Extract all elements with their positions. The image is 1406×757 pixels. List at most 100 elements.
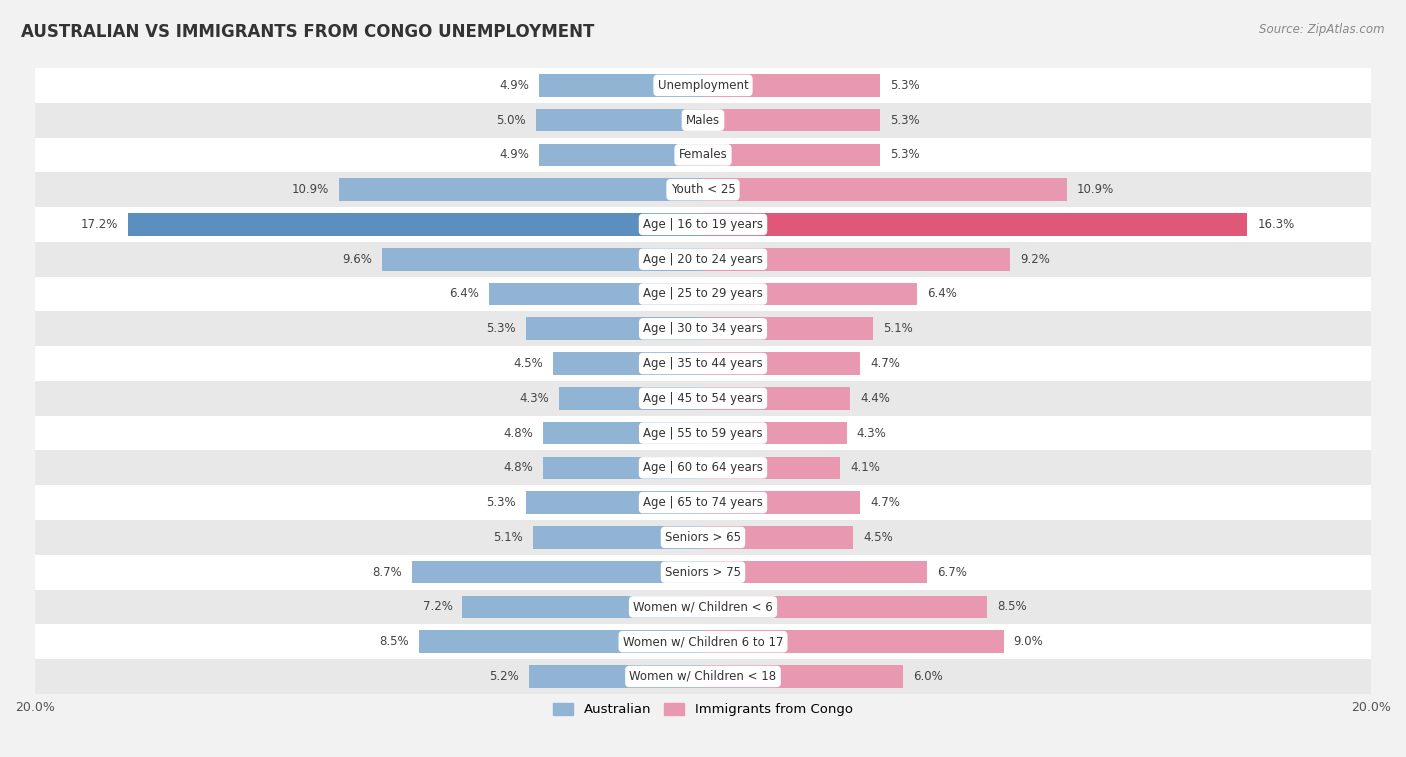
Text: 6.4%: 6.4% xyxy=(450,288,479,301)
Text: 4.5%: 4.5% xyxy=(513,357,543,370)
Legend: Australian, Immigrants from Congo: Australian, Immigrants from Congo xyxy=(548,698,858,721)
Text: 9.2%: 9.2% xyxy=(1021,253,1050,266)
Bar xyxy=(703,144,880,167)
Bar xyxy=(703,74,880,97)
Bar xyxy=(703,109,880,132)
Bar xyxy=(35,416,1371,450)
Bar xyxy=(35,520,1371,555)
Text: 6.7%: 6.7% xyxy=(936,565,967,578)
Bar xyxy=(536,109,703,132)
Bar xyxy=(35,311,1371,346)
Bar xyxy=(703,665,904,688)
Bar xyxy=(703,179,1067,201)
Text: Age | 60 to 64 years: Age | 60 to 64 years xyxy=(643,461,763,475)
Text: 5.3%: 5.3% xyxy=(890,79,920,92)
Bar xyxy=(382,248,703,270)
Bar xyxy=(35,173,1371,207)
Bar xyxy=(703,422,846,444)
Bar xyxy=(35,485,1371,520)
Text: Age | 16 to 19 years: Age | 16 to 19 years xyxy=(643,218,763,231)
Bar xyxy=(703,352,860,375)
Text: Age | 35 to 44 years: Age | 35 to 44 years xyxy=(643,357,763,370)
Text: Unemployment: Unemployment xyxy=(658,79,748,92)
Text: 4.7%: 4.7% xyxy=(870,496,900,509)
Bar xyxy=(35,555,1371,590)
Bar xyxy=(419,631,703,653)
Bar xyxy=(560,387,703,410)
Text: 5.3%: 5.3% xyxy=(890,148,920,161)
Bar xyxy=(703,456,839,479)
Text: 4.7%: 4.7% xyxy=(870,357,900,370)
Bar xyxy=(35,138,1371,173)
Text: Source: ZipAtlas.com: Source: ZipAtlas.com xyxy=(1260,23,1385,36)
Text: 10.9%: 10.9% xyxy=(1077,183,1115,196)
Text: 8.7%: 8.7% xyxy=(373,565,402,578)
Bar xyxy=(543,456,703,479)
Text: 8.5%: 8.5% xyxy=(997,600,1026,613)
Bar xyxy=(540,74,703,97)
Text: Youth < 25: Youth < 25 xyxy=(671,183,735,196)
Text: 5.0%: 5.0% xyxy=(496,114,526,126)
Bar xyxy=(703,387,851,410)
Bar xyxy=(703,596,987,618)
Bar xyxy=(35,207,1371,241)
Text: Seniors > 75: Seniors > 75 xyxy=(665,565,741,578)
Bar xyxy=(540,144,703,167)
Bar xyxy=(553,352,703,375)
Text: 9.0%: 9.0% xyxy=(1014,635,1043,648)
Text: Age | 55 to 59 years: Age | 55 to 59 years xyxy=(643,426,763,440)
Text: 4.5%: 4.5% xyxy=(863,531,893,544)
Text: 5.3%: 5.3% xyxy=(486,322,516,335)
Text: Women w/ Children 6 to 17: Women w/ Children 6 to 17 xyxy=(623,635,783,648)
Text: Females: Females xyxy=(679,148,727,161)
Text: Women w/ Children < 18: Women w/ Children < 18 xyxy=(630,670,776,683)
Text: 4.9%: 4.9% xyxy=(499,148,529,161)
Bar xyxy=(339,179,703,201)
Text: 10.9%: 10.9% xyxy=(291,183,329,196)
Text: 5.1%: 5.1% xyxy=(494,531,523,544)
Text: 4.3%: 4.3% xyxy=(520,392,550,405)
Text: 9.6%: 9.6% xyxy=(343,253,373,266)
Bar xyxy=(35,590,1371,625)
Text: 4.3%: 4.3% xyxy=(856,426,886,440)
Text: 4.8%: 4.8% xyxy=(503,426,533,440)
Bar xyxy=(543,422,703,444)
Bar xyxy=(35,241,1371,276)
Text: Age | 20 to 24 years: Age | 20 to 24 years xyxy=(643,253,763,266)
Bar xyxy=(703,282,917,305)
Text: 17.2%: 17.2% xyxy=(82,218,118,231)
Text: 7.2%: 7.2% xyxy=(423,600,453,613)
Text: 6.4%: 6.4% xyxy=(927,288,956,301)
Bar xyxy=(703,248,1011,270)
Bar xyxy=(35,625,1371,659)
Bar xyxy=(529,665,703,688)
Bar xyxy=(463,596,703,618)
Text: Age | 30 to 34 years: Age | 30 to 34 years xyxy=(643,322,763,335)
Text: 6.0%: 6.0% xyxy=(914,670,943,683)
Bar xyxy=(703,561,927,584)
Bar xyxy=(489,282,703,305)
Text: Women w/ Children < 6: Women w/ Children < 6 xyxy=(633,600,773,613)
Text: Age | 65 to 74 years: Age | 65 to 74 years xyxy=(643,496,763,509)
Bar xyxy=(526,491,703,514)
Bar xyxy=(412,561,703,584)
Text: Age | 45 to 54 years: Age | 45 to 54 years xyxy=(643,392,763,405)
Bar xyxy=(35,276,1371,311)
Bar xyxy=(703,213,1247,235)
Text: 4.1%: 4.1% xyxy=(851,461,880,475)
Text: 4.4%: 4.4% xyxy=(860,392,890,405)
Bar xyxy=(533,526,703,549)
Text: Age | 25 to 29 years: Age | 25 to 29 years xyxy=(643,288,763,301)
Text: 5.1%: 5.1% xyxy=(883,322,912,335)
Bar xyxy=(35,68,1371,103)
Bar xyxy=(526,317,703,340)
Bar xyxy=(703,526,853,549)
Text: 5.3%: 5.3% xyxy=(890,114,920,126)
Text: 8.5%: 8.5% xyxy=(380,635,409,648)
Text: Seniors > 65: Seniors > 65 xyxy=(665,531,741,544)
Text: AUSTRALIAN VS IMMIGRANTS FROM CONGO UNEMPLOYMENT: AUSTRALIAN VS IMMIGRANTS FROM CONGO UNEM… xyxy=(21,23,595,41)
Text: 4.8%: 4.8% xyxy=(503,461,533,475)
Bar xyxy=(703,317,873,340)
Bar xyxy=(128,213,703,235)
Bar xyxy=(703,631,1004,653)
